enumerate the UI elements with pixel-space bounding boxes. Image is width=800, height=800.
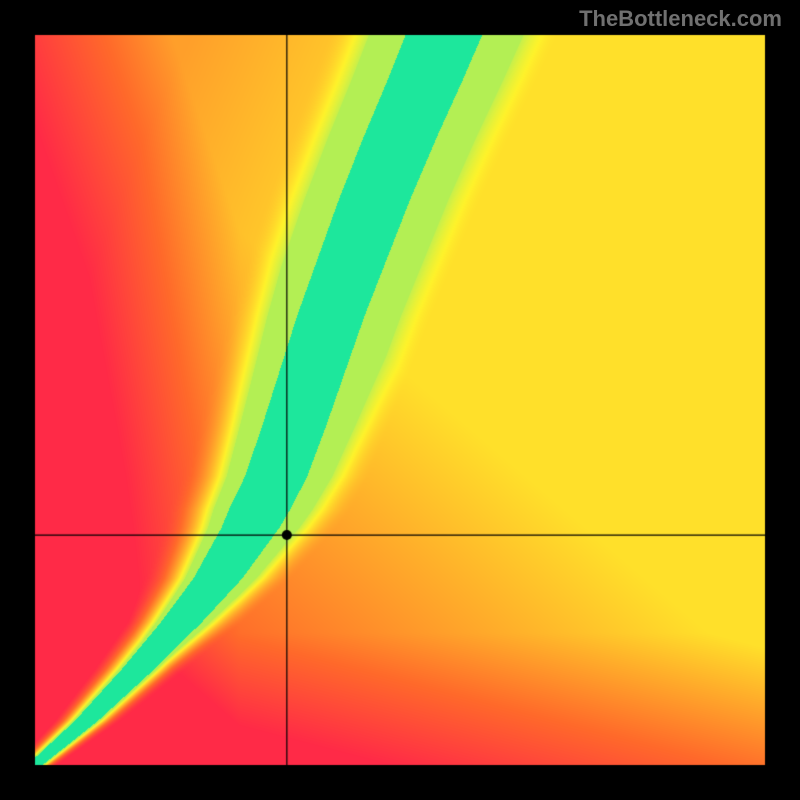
heatmap-canvas	[0, 0, 800, 800]
root: TheBottleneck.com	[0, 0, 800, 800]
watermark-label: TheBottleneck.com	[579, 6, 782, 32]
